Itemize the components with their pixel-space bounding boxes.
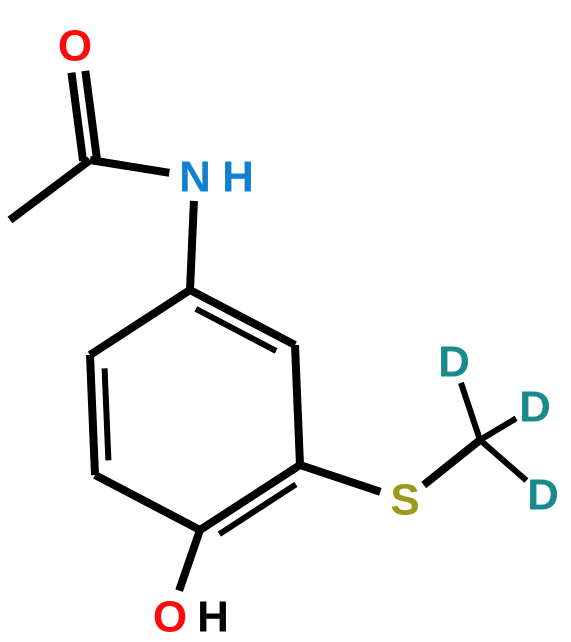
bond [190,290,295,345]
bond [300,465,380,492]
bond [90,160,169,173]
bond [71,73,83,161]
bond [480,418,516,440]
bond [424,440,480,485]
atom-D2: D [519,383,551,432]
atom-OH_O: O [153,593,187,642]
bond [90,290,190,355]
bond [90,355,95,475]
atom-D1: D [438,338,470,387]
bond [480,440,526,481]
atom-S: S [390,476,419,525]
atom-H_amide: H [222,153,254,202]
bond [105,368,109,460]
bond [461,383,480,440]
bond [190,201,194,290]
bond [179,530,200,591]
bond [85,71,97,159]
bond [200,465,300,530]
bond [295,345,300,465]
atom-OH_H: H [197,593,229,642]
bond [95,475,200,530]
atom-N: N [179,153,211,202]
atom-O_top: O [58,22,92,71]
atom-D3: D [527,471,559,520]
molecule-diagram: ONHSOHDDD [0,0,571,642]
bond [10,160,90,220]
